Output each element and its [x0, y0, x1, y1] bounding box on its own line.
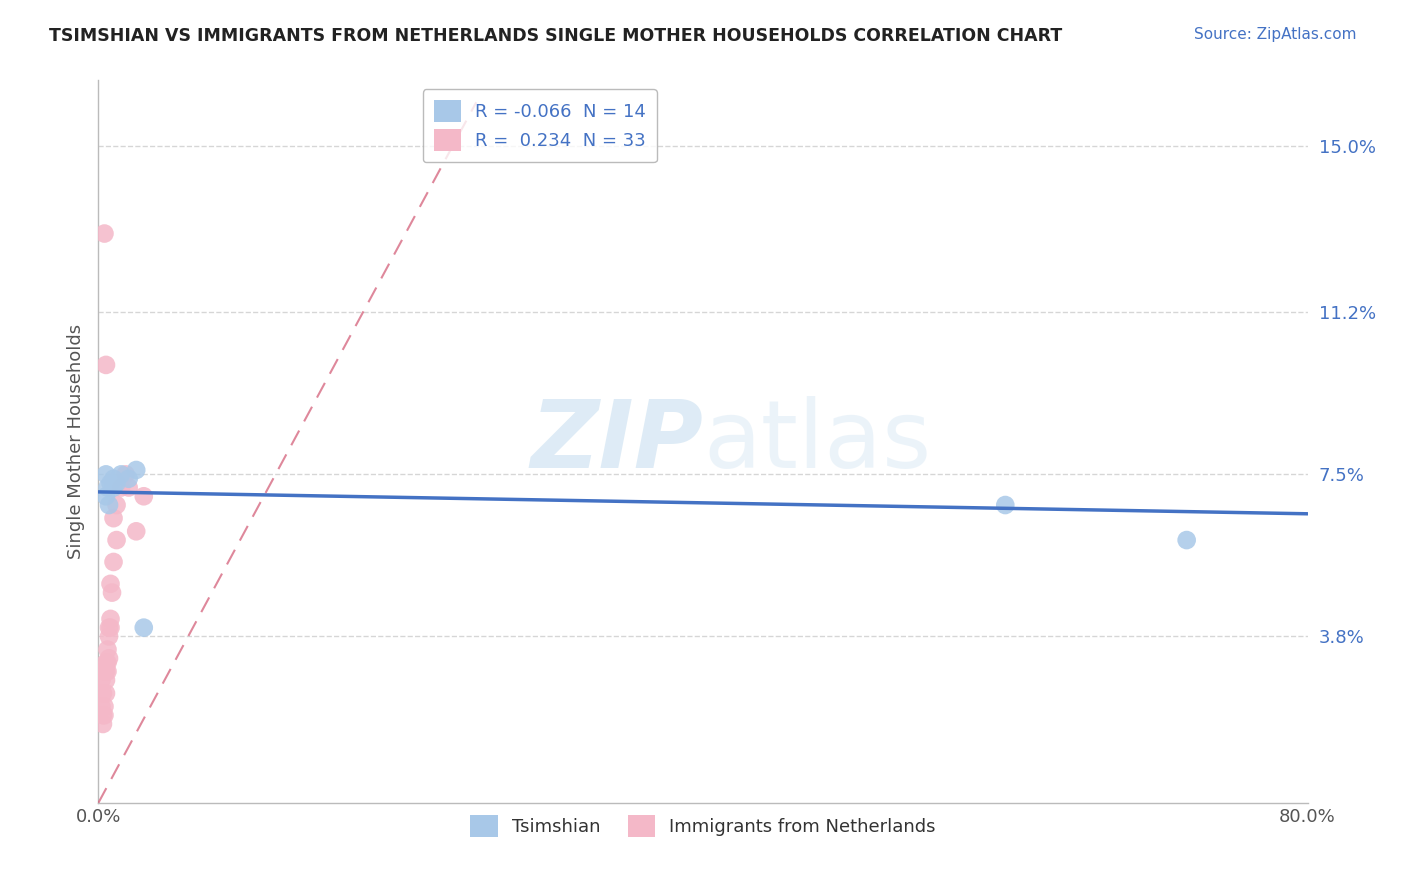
Text: TSIMSHIAN VS IMMIGRANTS FROM NETHERLANDS SINGLE MOTHER HOUSEHOLDS CORRELATION CH: TSIMSHIAN VS IMMIGRANTS FROM NETHERLANDS…	[49, 27, 1063, 45]
Point	[91, 686, 114, 700]
Point	[91, 717, 114, 731]
Point	[125, 524, 148, 539]
Point	[110, 467, 132, 482]
Point	[93, 708, 115, 723]
Point	[100, 612, 122, 626]
Point	[98, 498, 121, 512]
Point	[114, 467, 136, 482]
Point	[98, 629, 121, 643]
Point	[1175, 533, 1198, 547]
Point	[94, 673, 117, 688]
Point	[96, 656, 118, 670]
Point	[100, 476, 122, 491]
Point	[132, 621, 155, 635]
Point	[90, 673, 112, 688]
Text: Source: ZipAtlas.com: Source: ZipAtlas.com	[1194, 27, 1357, 42]
Point	[105, 476, 128, 491]
Point	[100, 621, 122, 635]
Legend: Tsimshian, Immigrants from Netherlands: Tsimshian, Immigrants from Netherlands	[463, 808, 943, 845]
Text: atlas: atlas	[703, 395, 931, 488]
Point	[96, 642, 118, 657]
Point	[96, 665, 118, 679]
Point	[132, 489, 155, 503]
Point	[103, 555, 125, 569]
Point	[94, 665, 117, 679]
Point	[994, 498, 1017, 512]
Point	[96, 481, 118, 495]
Point	[91, 708, 114, 723]
Point	[94, 358, 117, 372]
Point	[100, 577, 122, 591]
Point	[103, 481, 125, 495]
Point	[110, 481, 132, 495]
Point	[90, 699, 112, 714]
Point	[125, 463, 148, 477]
Point	[101, 585, 124, 599]
Point	[94, 489, 117, 503]
Point	[118, 472, 141, 486]
Text: ZIP: ZIP	[530, 395, 703, 488]
Point	[103, 511, 125, 525]
Point	[93, 699, 115, 714]
Point	[105, 498, 128, 512]
Point	[103, 472, 125, 486]
Point	[98, 651, 121, 665]
Point	[94, 656, 117, 670]
Point	[93, 665, 115, 679]
Point	[98, 621, 121, 635]
Point	[94, 467, 117, 482]
Point	[118, 481, 141, 495]
Point	[94, 686, 117, 700]
Point	[105, 533, 128, 547]
Point	[93, 227, 115, 241]
Y-axis label: Single Mother Households: Single Mother Households	[66, 324, 84, 559]
